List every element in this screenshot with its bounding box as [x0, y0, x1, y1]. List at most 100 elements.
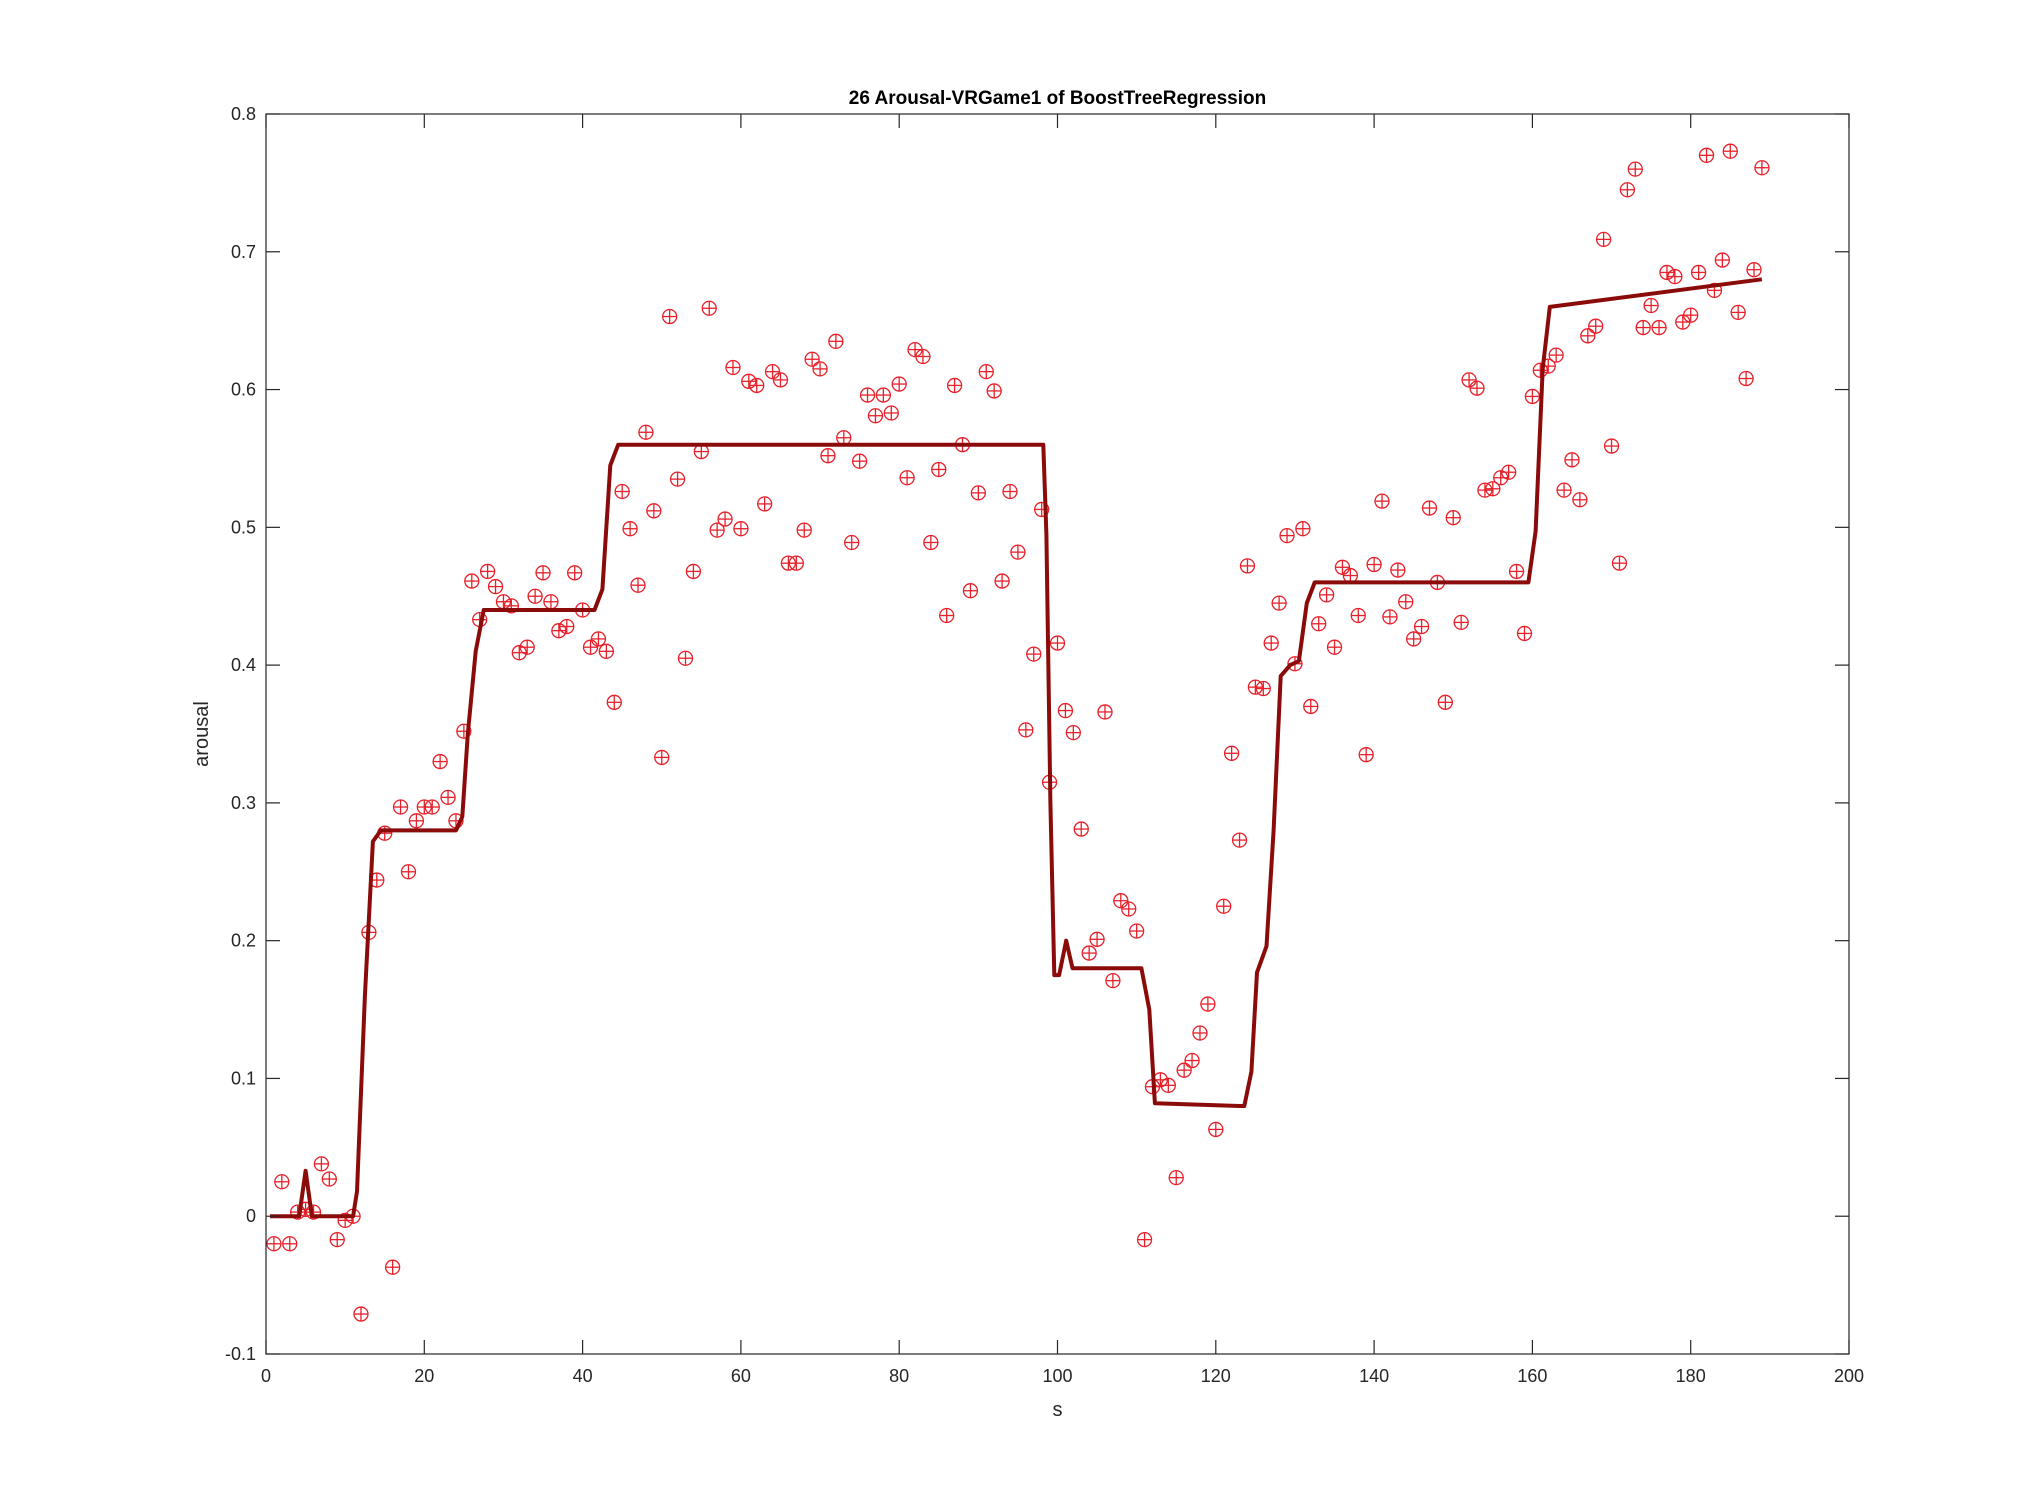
data-point — [733, 521, 749, 537]
data-point — [337, 1212, 353, 1229]
data-point — [1611, 555, 1628, 571]
data-point — [1508, 563, 1525, 580]
data-point — [266, 1236, 282, 1252]
data-point — [1413, 618, 1430, 635]
data-point — [329, 1231, 345, 1248]
data-point — [1564, 452, 1580, 468]
data-point — [1619, 182, 1636, 198]
data-point — [519, 639, 535, 655]
data-point — [1231, 832, 1248, 848]
data-point — [978, 363, 994, 380]
data-point — [1350, 607, 1366, 624]
data-point — [1318, 587, 1335, 603]
data-point — [313, 1156, 330, 1172]
data-point — [662, 308, 678, 325]
data-point — [1746, 262, 1762, 278]
fit-line — [270, 277, 1763, 1219]
y-tick-label: -0.1 — [225, 1344, 256, 1364]
x-tick-label: 160 — [1517, 1366, 1547, 1386]
data-point — [646, 503, 662, 519]
data-point — [479, 563, 496, 580]
y-tick-label: 0.8 — [231, 104, 256, 124]
data-point — [1532, 362, 1548, 378]
data-point — [685, 563, 702, 580]
data-point — [1303, 698, 1319, 715]
data-point — [804, 351, 820, 367]
data-point — [828, 333, 844, 349]
x-tick-label: 200 — [1834, 1366, 1864, 1386]
data-point — [590, 631, 607, 647]
data-point — [717, 511, 733, 527]
data-point — [353, 1306, 369, 1322]
data-point — [1366, 556, 1382, 573]
data-point — [630, 577, 646, 593]
data-point — [1010, 544, 1026, 560]
data-point — [1129, 923, 1145, 939]
data-point — [487, 578, 504, 595]
data-point — [464, 573, 480, 589]
x-tick-label: 40 — [573, 1366, 593, 1386]
data-point — [1279, 527, 1295, 544]
data-point — [772, 372, 789, 388]
data-point — [654, 749, 670, 766]
data-point — [788, 555, 804, 571]
y-tick-label: 0.1 — [231, 1068, 256, 1088]
data-point — [1524, 388, 1541, 405]
data-point — [844, 534, 860, 551]
data-point — [867, 408, 884, 424]
data-point — [1184, 1052, 1200, 1069]
data-point — [796, 522, 812, 538]
data-point — [1358, 747, 1374, 763]
data-point — [709, 522, 725, 538]
data-point — [1659, 264, 1675, 281]
data-point — [1445, 510, 1461, 526]
data-point — [669, 471, 686, 487]
data-point — [1255, 680, 1271, 697]
data-point — [1223, 745, 1240, 761]
data-point — [1136, 1231, 1153, 1248]
data-point — [725, 359, 741, 376]
x-tick-label: 100 — [1042, 1366, 1072, 1386]
data-point — [915, 348, 931, 365]
data-point — [1548, 347, 1564, 363]
data-point — [1168, 1169, 1184, 1186]
data-point — [1683, 307, 1699, 323]
data-point — [1477, 482, 1493, 498]
data-point — [1516, 625, 1533, 642]
data-point — [1247, 679, 1264, 695]
data-point — [1406, 631, 1422, 647]
data-point — [1453, 614, 1469, 631]
data-point — [939, 607, 955, 624]
data-point — [1738, 370, 1754, 387]
data-point — [582, 639, 599, 655]
x-tick-label: 140 — [1359, 1366, 1389, 1386]
chart-marks — [266, 143, 1770, 1322]
data-point — [677, 650, 694, 666]
data-point — [756, 496, 773, 512]
data-point — [946, 377, 963, 394]
data-point — [1572, 492, 1588, 508]
data-point — [741, 373, 757, 389]
y-tick-label: 0.4 — [231, 655, 256, 675]
data-point — [1160, 1077, 1176, 1093]
data-point — [851, 453, 868, 469]
data-point — [1081, 945, 1097, 961]
data-point — [1556, 482, 1572, 498]
data-point — [1706, 282, 1723, 299]
data-point — [432, 753, 448, 770]
data-point — [1698, 147, 1715, 163]
y-tick-label: 0.6 — [231, 380, 256, 400]
data-point — [1049, 635, 1066, 651]
data-point — [1722, 143, 1738, 159]
data-point — [962, 583, 979, 599]
data-point — [1176, 1062, 1192, 1078]
x-axis-label: s — [1053, 1399, 1063, 1421]
x-tick-label: 180 — [1676, 1366, 1706, 1386]
data-point — [931, 461, 947, 478]
x-tick-label: 0 — [261, 1366, 271, 1386]
data-point — [836, 430, 852, 446]
y-tick-label: 0 — [246, 1206, 256, 1226]
data-point — [1627, 161, 1643, 177]
x-tick-label: 20 — [414, 1366, 434, 1386]
